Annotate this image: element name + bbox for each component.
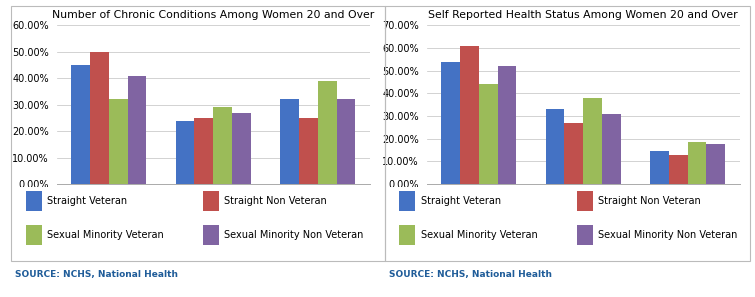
Bar — [460, 46, 479, 184]
Bar — [669, 155, 688, 184]
Bar — [337, 99, 356, 184]
Text: Sexual Minority Non Veteran: Sexual Minority Non Veteran — [224, 230, 364, 240]
Text: Sexual Minority Non Veteran: Sexual Minority Non Veteran — [598, 230, 738, 240]
Bar — [688, 142, 707, 184]
Bar — [176, 121, 195, 184]
Text: Straight Non Veteran: Straight Non Veteran — [598, 196, 701, 206]
Bar — [90, 52, 109, 184]
Bar — [498, 66, 516, 184]
Title: Self Reported Health Status Among Women 20 and Over: Self Reported Health Status Among Women … — [428, 10, 738, 20]
FancyBboxPatch shape — [577, 191, 593, 211]
FancyBboxPatch shape — [203, 191, 219, 211]
Bar — [479, 84, 498, 184]
Bar — [441, 61, 460, 184]
FancyBboxPatch shape — [577, 225, 593, 245]
Bar — [602, 114, 621, 184]
Bar — [213, 107, 232, 184]
Text: SOURCE: NCHS, National Health: SOURCE: NCHS, National Health — [15, 270, 178, 279]
Bar — [128, 75, 146, 184]
FancyBboxPatch shape — [26, 225, 42, 245]
Text: SOURCE: NCHS, National Health: SOURCE: NCHS, National Health — [389, 270, 552, 279]
Bar — [232, 113, 251, 184]
Bar — [650, 151, 669, 184]
Bar — [583, 98, 602, 184]
Text: Sexual Minority Veteran: Sexual Minority Veteran — [421, 230, 538, 240]
Bar — [565, 123, 583, 184]
FancyBboxPatch shape — [399, 191, 415, 211]
Bar — [546, 109, 565, 184]
Bar — [71, 65, 90, 184]
Bar — [109, 99, 128, 184]
FancyBboxPatch shape — [26, 191, 42, 211]
FancyBboxPatch shape — [399, 225, 415, 245]
Text: Straight Veteran: Straight Veteran — [47, 196, 127, 206]
Bar — [707, 144, 726, 184]
Bar — [280, 99, 299, 184]
FancyBboxPatch shape — [203, 225, 219, 245]
Title: Number of Chronic Conditions Among Women 20 and Over: Number of Chronic Conditions Among Women… — [52, 10, 374, 20]
Bar — [195, 118, 213, 184]
Text: Straight Non Veteran: Straight Non Veteran — [224, 196, 327, 206]
Bar — [318, 81, 337, 184]
Bar — [299, 118, 318, 184]
Text: Sexual Minority Veteran: Sexual Minority Veteran — [47, 230, 164, 240]
Text: Straight Veteran: Straight Veteran — [421, 196, 501, 206]
